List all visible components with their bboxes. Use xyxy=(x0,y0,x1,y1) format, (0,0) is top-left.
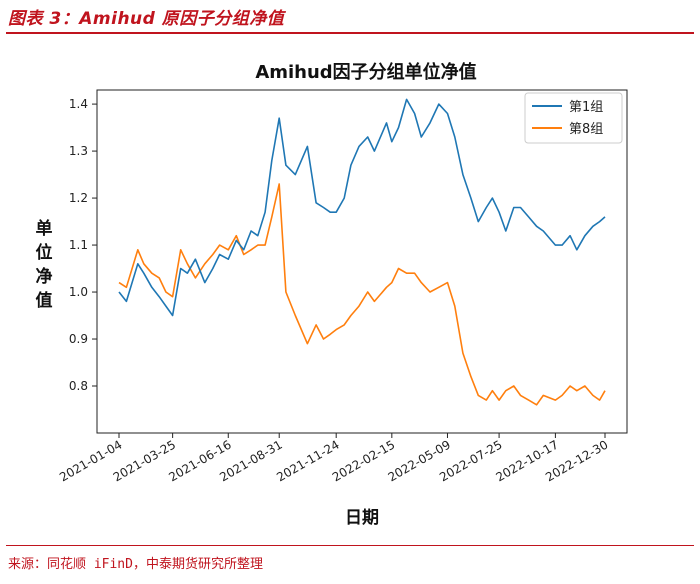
y-axis-label-char: 单 xyxy=(36,218,53,239)
y-tick-label: 0.9 xyxy=(69,332,88,346)
plot-frame xyxy=(96,89,628,434)
y-axis-label-char: 净 xyxy=(36,266,53,287)
x-axis: 2021-01-042021-03-252021-06-162021-08-31… xyxy=(57,433,611,484)
y-tick-label: 1.2 xyxy=(69,191,88,205)
chart-title: Amihud因子分组单位净值 xyxy=(255,61,476,83)
source-note: 来源：同花顺 iFinD，中泰期货研究所整理 xyxy=(8,557,263,572)
y-tick-label: 1.3 xyxy=(69,144,88,158)
series-line-2 xyxy=(118,183,606,406)
source-rule xyxy=(6,545,694,546)
y-axis-label-char: 值 xyxy=(36,290,53,311)
legend-label-1: 第1组 xyxy=(569,100,603,115)
caption-rule xyxy=(6,32,694,34)
y-tick-label: 1.4 xyxy=(69,97,88,111)
x-tick-label: 2022-02-15 xyxy=(330,437,397,484)
y-axis: 0.8 0.9 1.0 1.1 1.2 1.3 1.4 xyxy=(69,97,97,393)
y-tick-label: 0.8 xyxy=(69,379,88,393)
x-tick-label: 2021-11-24 xyxy=(274,437,341,484)
figure-caption: 图表 3：Amihud 原因子分组净值 xyxy=(8,9,285,29)
x-axis-label: 日期 xyxy=(345,508,379,528)
series-layer xyxy=(118,98,606,406)
y-tick-label: 1.0 xyxy=(69,285,88,299)
y-axis-label-char: 位 xyxy=(36,242,53,263)
y-tick-label: 1.1 xyxy=(69,238,88,252)
y-axis-label: 单位净值 xyxy=(36,218,53,311)
legend-label-2: 第8组 xyxy=(569,122,603,137)
series-line-1 xyxy=(118,98,606,317)
